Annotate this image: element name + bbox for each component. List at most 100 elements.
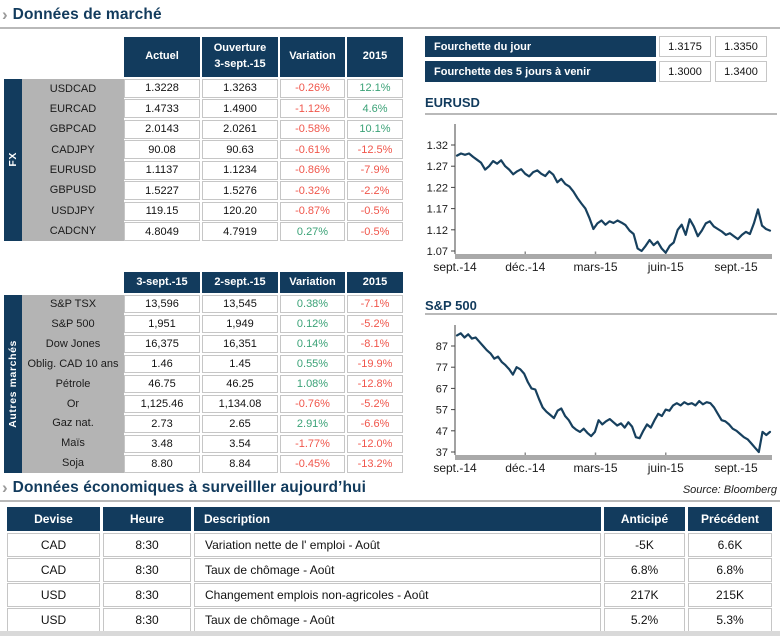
column-header-date1: 3-sept.-15 (124, 272, 200, 293)
series-line (455, 152, 772, 254)
column-header-label: 2015 (362, 275, 388, 288)
variation-value: -0.58% (280, 119, 345, 139)
market-label: Soja (61, 457, 85, 470)
ytd-value: 12.1% (347, 78, 403, 98)
anticipe-value: 217K (604, 583, 685, 607)
date2-value: 2.65 (202, 414, 278, 433)
date2-value: 8.84 (202, 454, 278, 473)
sp500-chart-title: S&P 500 (425, 298, 477, 313)
section-divider (0, 500, 780, 502)
column-header-label: Actuel (145, 50, 179, 63)
date2-value: 1,134.08 (202, 394, 278, 413)
section-divider (0, 27, 780, 29)
date1-value: 13,596 (124, 294, 200, 313)
actuel-value: 2.0143 (124, 119, 200, 139)
ytd-value: -8.1% (347, 334, 403, 353)
y-tick-label: 1.22 (427, 182, 448, 194)
date2-value: 1.45 (202, 354, 278, 373)
variation-value: -0.45% (280, 454, 345, 473)
fx-pair-label: CADCNY (49, 224, 97, 237)
anticipe-value: 6.8% (604, 558, 685, 582)
fx-table-body: 1.3228 1.3263 -0.26% 12.1% 1.4733 1.4900… (124, 78, 403, 241)
actuel-value: 4.8049 (124, 222, 200, 241)
description-value: Variation nette de l' emploi - Août (194, 533, 601, 557)
fx-pair-label: EURCAD (49, 102, 97, 115)
x-axis-baseline (455, 455, 772, 460)
variation-value: 0.38% (280, 294, 345, 313)
ytd-value: 4.6% (347, 99, 403, 118)
ouverture-value: 2.0261 (202, 119, 278, 139)
heure-value: 8:30 (103, 533, 191, 557)
date1-value: 1.46 (124, 354, 200, 373)
ytd-value: 10.1% (347, 119, 403, 139)
x-tick-label: sept.-15 (714, 260, 758, 274)
date1-value: 2.73 (124, 414, 200, 433)
y-tick-label: 47 (436, 426, 448, 438)
variation-value: 0.27% (280, 222, 345, 241)
fx-pair-label: USDJPY (51, 204, 95, 217)
fourchette-low-value: 1.3175 (659, 36, 711, 57)
actuel-value: 1.4733 (124, 99, 200, 118)
date2-value: 13,545 (202, 294, 278, 313)
ytd-value: -6.6% (347, 414, 403, 433)
ytd-value: -0.5% (347, 222, 403, 241)
actuel-value: 1.1137 (124, 160, 200, 180)
variation-value: -0.32% (280, 181, 345, 200)
column-header-label: Ouverture (213, 42, 267, 55)
heure-value: 8:30 (103, 608, 191, 632)
market-label: Oblig. CAD 10 ans (27, 357, 119, 370)
column-header-label: Variation (289, 50, 336, 63)
variation-value: 0.12% (280, 314, 345, 333)
ouverture-value: 1.3263 (202, 78, 278, 98)
fx-pair-label: GBPCAD (49, 123, 97, 136)
column-header-description: Description (194, 507, 601, 531)
fx-sidebar-label: FX (7, 152, 19, 168)
column-header-ouverture: Ouverture 3-sept.-15 (202, 37, 278, 77)
fx-label-column: USDCAD EURCAD GBPCAD CADJPY EURUSD GBPUSD USDJ… (22, 78, 124, 241)
eurusd-chart-title: EURUSD (425, 95, 480, 110)
section-header-economic-data: › Données économiques à surveilller aujo… (2, 479, 366, 497)
actuel-value: 90.08 (124, 140, 200, 159)
y-tick-label: 67 (436, 383, 448, 395)
variation-value: -0.26% (280, 78, 345, 98)
x-tick-label: sept.-14 (433, 461, 477, 475)
variation-value: 2.91% (280, 414, 345, 433)
actuel-value: 119.15 (124, 201, 200, 221)
fourchette-label: Fourchette du jour (425, 36, 656, 57)
column-header-label: 3-sept.-15 (214, 58, 266, 70)
source-note: Source: Bloomberg (682, 484, 777, 496)
ytd-value: -12.5% (347, 140, 403, 159)
date1-value: 46.75 (124, 374, 200, 393)
x-axis-baseline (455, 254, 772, 259)
column-header-label: Devise (34, 512, 73, 526)
fx-pair-label: USDCAD (49, 82, 97, 95)
ytd-value: -19.9% (347, 354, 403, 373)
ytd-value: -2.2% (347, 181, 403, 200)
column-header-label: 2-sept.-15 (214, 275, 266, 288)
fx-pair-label: CADJPY (51, 143, 95, 156)
x-tick-label: juin-15 (647, 260, 684, 274)
column-header-anticipe: Anticipé (604, 507, 685, 531)
variation-value: 0.55% (280, 354, 345, 373)
fourchette-label: Fourchette des 5 jours à venir (425, 61, 656, 82)
column-header-variation: Variation (280, 272, 345, 293)
chevron-icon: › (2, 477, 8, 497)
column-header-actuel: Actuel (124, 37, 200, 77)
column-header-2015: 2015 (347, 272, 403, 293)
markets-sidebar: Autres marchés (4, 294, 22, 473)
x-tick-label: mars-15 (573, 461, 617, 475)
column-header-date2: 2-sept.-15 (202, 272, 278, 293)
ytd-value: -5.2% (347, 394, 403, 413)
description-value: Changement emplois non-agricoles - Août (194, 583, 601, 607)
column-header-label: 2015 (362, 50, 388, 63)
variation-value: -1.77% (280, 434, 345, 453)
devise-value: USD (7, 608, 100, 632)
x-tick-label: juin-15 (647, 461, 684, 475)
column-header-label: Précédent (700, 512, 760, 526)
heure-value: 8:30 (103, 583, 191, 607)
variation-value: 1.08% (280, 374, 345, 393)
date2-value: 16,351 (202, 334, 278, 353)
chart-title-underline (425, 113, 777, 115)
market-label: Dow Jones (45, 338, 101, 351)
x-tick-label: déc.-14 (505, 461, 545, 475)
